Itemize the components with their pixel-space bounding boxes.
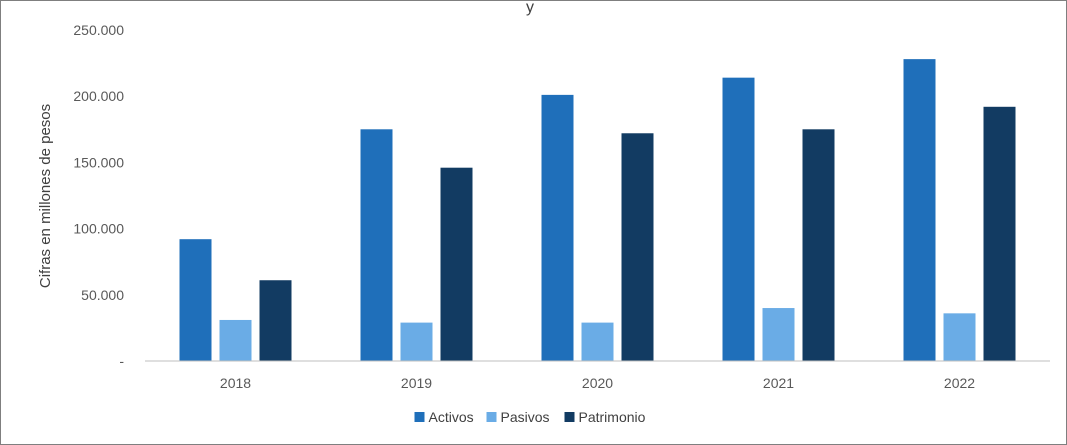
x-tick-label: 2022: [944, 375, 975, 391]
y-axis-label: Cifras en millones de pesos: [37, 104, 54, 288]
bar-patrimonio-2018: [259, 280, 292, 361]
y-tick-label: 250.000: [73, 22, 124, 38]
bar-pasivos-2020: [581, 322, 614, 361]
bar-pasivos-2022: [943, 313, 976, 361]
bars: [179, 59, 1016, 362]
legend-swatch-pasivos: [486, 412, 497, 422]
y-tick-label: -: [119, 353, 124, 369]
x-tick-label: 2019: [401, 375, 432, 391]
y-tick-label: 100.000: [73, 221, 124, 237]
bar-activos-2019: [360, 129, 393, 361]
legend-label-activos: Activos: [429, 409, 474, 425]
chart-title-fragment: y: [526, 0, 534, 16]
legend: Activos Pasivos Patrimonio: [414, 409, 646, 425]
legend-swatch-patrimonio: [564, 412, 575, 422]
bar-pasivos-2019: [400, 322, 433, 361]
y-tick-label: 50.000: [81, 287, 124, 303]
bar-patrimonio-2021: [802, 129, 835, 361]
bar-activos-2021: [722, 77, 755, 361]
bar-pasivos-2018: [219, 319, 252, 361]
x-axis-ticks: 2018 2019 2020 2021 2022: [220, 375, 975, 391]
legend-label-pasivos: Pasivos: [501, 409, 550, 425]
bar-patrimonio-2020: [621, 133, 654, 361]
bar-pasivos-2021: [762, 308, 795, 361]
bar-activos-2018: [179, 239, 212, 361]
y-axis-ticks: - 50.000 100.000 150.000 200.000 250.000: [73, 22, 124, 369]
y-tick-label: 200.000: [73, 88, 124, 104]
x-tick-label: 2021: [763, 375, 794, 391]
x-tick-label: 2020: [582, 375, 613, 391]
bar-activos-2020: [541, 94, 574, 361]
bar-patrimonio-2019: [440, 167, 473, 361]
bar-activos-2022: [903, 59, 936, 362]
y-tick-label: 150.000: [73, 154, 124, 170]
x-tick-label: 2018: [220, 375, 251, 391]
legend-label-patrimonio: Patrimonio: [579, 409, 646, 425]
bar-patrimonio-2022: [983, 106, 1016, 362]
legend-swatch-activos: [414, 412, 425, 422]
